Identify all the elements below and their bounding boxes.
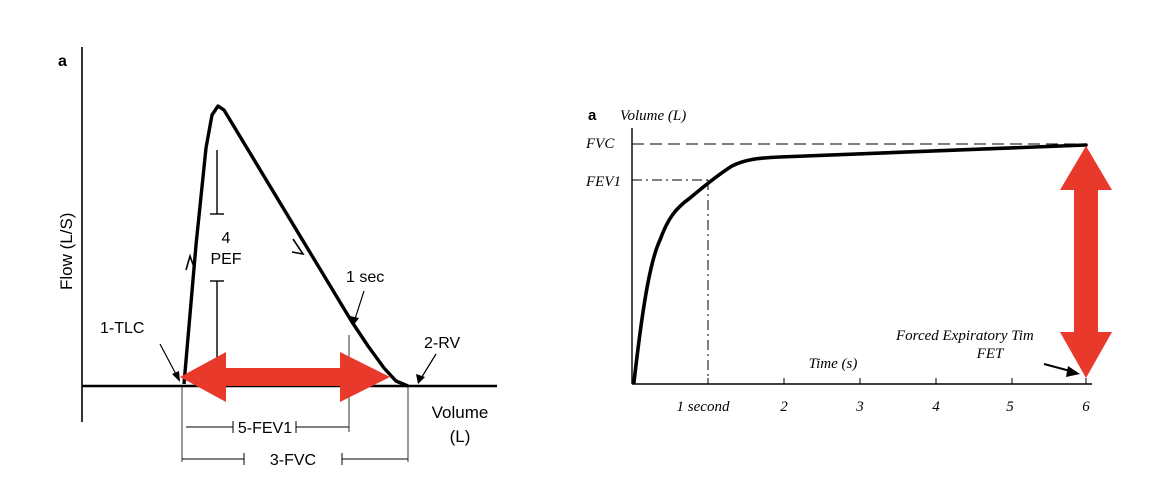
x-tick-label-5: 5 <box>1006 399 1014 415</box>
x-tick-marks <box>707 378 1087 384</box>
x-tick-label-3: 3 <box>855 399 864 415</box>
volume-axis-label: Volume (L) <box>620 108 686 124</box>
one-sec-pointer <box>353 290 365 323</box>
one-sec-label: 1 sec <box>346 269 384 286</box>
pef-text-label: PEF <box>210 251 241 268</box>
upstroke-direction-arrow <box>185 253 196 271</box>
volume-time-curve <box>632 143 1088 384</box>
rv-pointer <box>419 353 437 381</box>
flow-axis-label: Flow (L/S) <box>57 213 76 290</box>
fev1-label: 5-FEV1 <box>238 420 292 437</box>
tlc-label: 1-TLC <box>100 320 144 337</box>
rv-pointer-head <box>416 374 425 384</box>
fvc-label: 3-FVC <box>270 452 316 469</box>
x-tick-label-6: 6 <box>1082 399 1090 415</box>
fet-label-line1: Forced Expiratory Tim <box>895 328 1034 344</box>
flow-volume-curve <box>182 104 409 388</box>
fvc-y-label: FVC <box>585 136 615 152</box>
fev1-y-label: FEV1 <box>585 174 621 190</box>
volume-axis-label-line2: (L) <box>450 427 471 446</box>
tlc-pointer <box>159 343 179 379</box>
pef-number-label: 4 <box>222 230 231 247</box>
one-sec-pointer-head <box>350 316 359 326</box>
flow-volume-diagram: a Flow (L/S) 4 PEF 1 sec 1-TLC 2-RV <box>57 47 497 469</box>
x-tick-label-4: 4 <box>932 399 940 415</box>
volume-axis-label-line1: Volume <box>432 403 489 422</box>
downstroke-direction-arrow <box>291 238 305 256</box>
rv-label: 2-RV <box>424 335 460 352</box>
right-panel-label: a <box>588 107 597 124</box>
time-axis-label: Time (s) <box>809 356 858 372</box>
fvc-red-double-arrow <box>180 352 390 402</box>
x-tick-label-2: 2 <box>780 399 788 415</box>
fvc-red-vertical-double-arrow <box>1060 146 1112 378</box>
left-panel-label: a <box>58 53 67 70</box>
fet-label-line2: FET <box>976 346 1005 362</box>
fet-pointer-head <box>1066 366 1080 377</box>
tlc-pointer-head <box>172 371 180 382</box>
volume-time-diagram: a Volume (L) FVC FEV1 1 second 2 3 4 5 6 <box>585 107 1112 415</box>
x-tick-label-1: 1 second <box>677 399 730 415</box>
